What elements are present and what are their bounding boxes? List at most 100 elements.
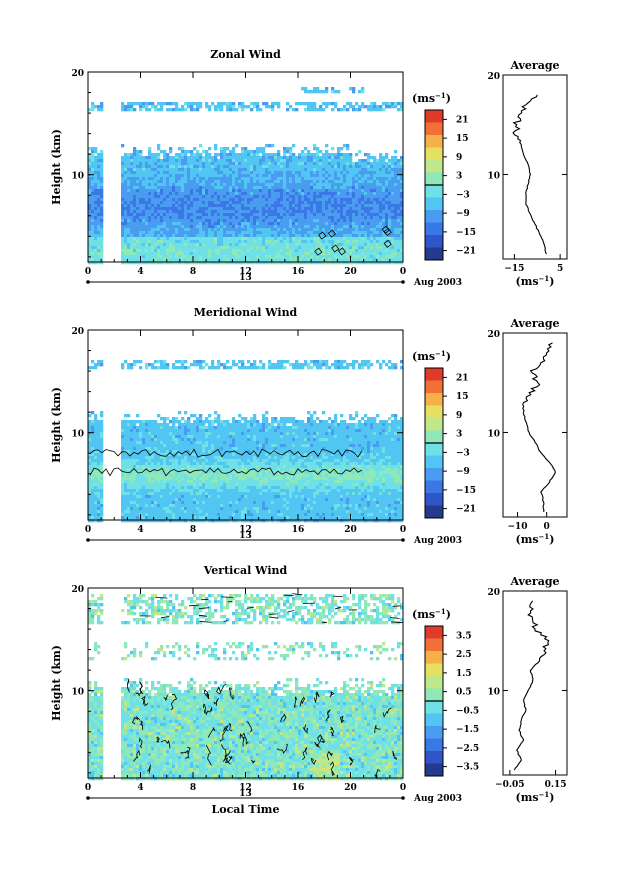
heatmap-cell [172,480,175,483]
heatmap-cell [139,231,142,234]
heatmap-cell [367,195,370,198]
heatmap-cell [277,240,280,243]
heatmap-cell [289,186,292,189]
heatmap-cell [166,468,169,471]
heatmap-cell [100,447,103,450]
heatmap-cell [160,201,163,204]
heatmap-cell [130,180,133,183]
heatmap-cell [376,159,379,162]
heatmap-cell [184,201,187,204]
heatmap-cell [142,486,145,489]
heatmap-cell [151,432,154,435]
heatmap-cell [151,486,154,489]
heatmap-cell [160,504,163,507]
heatmap-cell [265,102,268,105]
heatmap-cell [187,102,190,105]
heatmap-cell [154,171,157,174]
heatmap-cell [232,159,235,162]
heatmap-cell [301,228,304,231]
heatmap-cell [130,201,133,204]
heatmap-cell [166,483,169,486]
heatmap-cell [247,222,250,225]
heatmap-cell [124,222,127,225]
heatmap-cell [154,444,157,447]
heatmap-cell [346,192,349,195]
heatmap-cell [256,219,259,222]
heatmap-cell [355,210,358,213]
heatmap-cell [139,480,142,483]
heatmap-cell [136,414,139,417]
heatmap-cell [133,171,136,174]
heatmap-cell [130,477,133,480]
heatmap-cell [124,453,127,456]
heatmap-cell [136,249,139,252]
heatmap-cell [130,246,133,249]
heatmap-cell [277,222,280,225]
heatmap-cell [391,258,394,261]
heatmap-cell [157,426,160,429]
heatmap-cell [376,195,379,198]
heatmap-cell [322,156,325,159]
heatmap-cell [382,255,385,258]
heatmap-cell [163,231,166,234]
heatmap-cell [277,237,280,240]
heatmap-cell [334,171,337,174]
heatmap-cell [130,207,133,210]
heatmap-cell [145,228,148,231]
heatmap-cell [190,105,193,108]
heatmap-cell [175,192,178,195]
heatmap-cell [91,192,94,195]
heatmap-cell [100,420,103,423]
heatmap-cell [160,228,163,231]
heatmap-cell [292,162,295,165]
heatmap-cell [175,165,178,168]
heatmap-cell [367,168,370,171]
heatmap-cell [376,174,379,177]
heatmap-cell [292,195,295,198]
heatmap-cell [319,216,322,219]
heatmap-cell [265,249,268,252]
heatmap-cell [325,252,328,255]
heatmap-cell [91,456,94,459]
heatmap-cell [334,183,337,186]
heatmap-cell [133,195,136,198]
heatmap-cell [340,237,343,240]
heatmap-cell [262,174,265,177]
heatmap-cell [277,186,280,189]
heatmap-cell [169,210,172,213]
heatmap-cell [157,177,160,180]
heatmap-cell [139,198,142,201]
heatmap-cell [97,444,100,447]
heatmap-cell [385,255,388,258]
heatmap-cell [295,210,298,213]
heatmap-cell [250,177,253,180]
heatmap-cell [298,159,301,162]
heatmap-cell [307,159,310,162]
heatmap-cell [127,105,130,108]
heatmap-cell [247,192,250,195]
heatmap-cell [232,180,235,183]
heatmap-cell [361,90,364,93]
heatmap-cell [265,144,268,147]
heatmap-cell [325,216,328,219]
heatmap-cell [157,252,160,255]
heatmap-cell [391,105,394,108]
heatmap-cell [151,495,154,498]
heatmap-cell [154,234,157,237]
heatmap-cell [232,219,235,222]
heatmap-cell [379,228,382,231]
heatmap-cell [289,255,292,258]
heatmap-cell [367,201,370,204]
heatmap-cell [232,243,235,246]
heatmap-cell [160,426,163,429]
heatmap-cell [331,195,334,198]
heatmap-cell [142,423,145,426]
heatmap-cell [244,249,247,252]
heatmap-cell [121,459,124,462]
date-month: Aug 2003 [413,278,462,288]
heatmap-cell [322,195,325,198]
heatmap-cell [268,153,271,156]
heatmap-cell [130,228,133,231]
heatmap-cell [241,237,244,240]
heatmap-cell [298,183,301,186]
